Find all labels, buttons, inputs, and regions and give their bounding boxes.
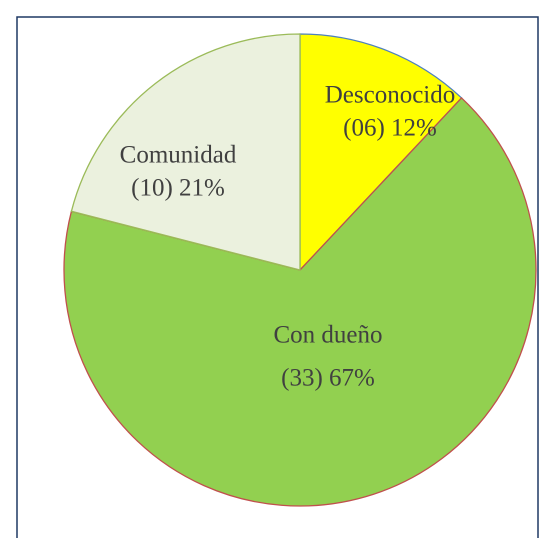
pie-slice [70, 33, 301, 271]
slice-label: Comunidad [120, 142, 237, 169]
slice-value-label: (33) 67% [281, 365, 375, 392]
slice-label: Con dueño [273, 322, 382, 349]
frame [16, 16, 539, 538]
slice-value-label: (10) 21% [131, 175, 225, 202]
pie-slice [63, 97, 537, 507]
pie-slice [299, 33, 463, 272]
slice-label: Desconocido [325, 82, 456, 109]
slice-value-label: (06) 12% [343, 115, 437, 142]
